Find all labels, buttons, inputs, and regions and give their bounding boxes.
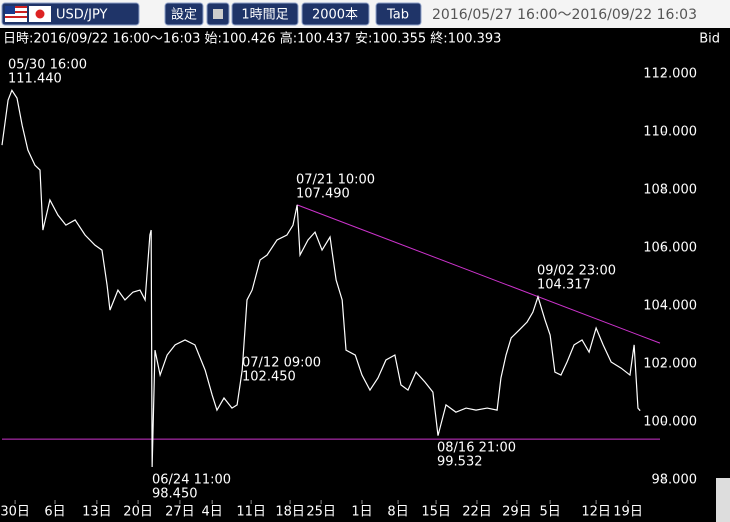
y-tick-label: 112.000 (643, 67, 697, 82)
x-tick-label: 4日 (202, 505, 223, 520)
y-tick-label: 98.000 (652, 472, 698, 487)
annotation-time: 05/30 16:00 (8, 58, 87, 73)
x-tick-label: 15日 (421, 505, 451, 520)
info-line: 日時:2016/09/22 16:00～16:03 始:100.426 高:10… (3, 31, 501, 47)
annotation-price: 99.532 (437, 455, 483, 470)
x-tick-label: 11日 (236, 505, 266, 520)
tab-button[interactable] (375, 2, 422, 26)
y-tick-label: 104.000 (643, 299, 697, 314)
y-tick-label: 102.000 (643, 357, 697, 372)
count-button[interactable] (301, 2, 370, 26)
annotation-price: 107.490 (296, 187, 350, 202)
y-tick-label: 100.000 (643, 415, 697, 430)
annotation-time: 07/21 10:00 (296, 173, 375, 188)
annotation-time: 06/24 11:00 (152, 473, 231, 488)
button-label: 1時間足 (241, 8, 288, 23)
jp-flag-sun (35, 9, 45, 19)
button-label: 2000本 (312, 8, 358, 23)
y-tick-label: 110.000 (643, 125, 697, 140)
price-side: Bid (699, 32, 720, 47)
x-tick-label: 29日 (502, 505, 532, 520)
icon (213, 9, 223, 19)
annotation-time: 08/16 21:00 (437, 441, 516, 456)
x-tick-label: 12日 (581, 505, 611, 520)
annotation-price: 104.317 (537, 278, 591, 293)
us-flag-stripe (5, 6, 27, 8)
x-tick-label: 1日 (351, 505, 372, 520)
settings-button[interactable] (164, 2, 204, 26)
trend-line (296, 204, 661, 344)
x-tick-label: 22日 (462, 505, 492, 520)
us-flag-stripe (5, 11, 27, 13)
x-tick-label: 27日 (165, 505, 195, 520)
chart-bg (0, 28, 730, 522)
x-tick-label: 8日 (387, 505, 408, 520)
interval-button[interactable] (231, 2, 299, 26)
annotation-price: 102.450 (242, 370, 296, 385)
x-tick-label: 5日 (539, 505, 560, 520)
symbol: USD/JPY (56, 8, 108, 23)
button-label: Tab (386, 8, 409, 23)
x-tick-label: 25日 (306, 505, 336, 520)
y-tick-label: 106.000 (643, 241, 697, 256)
x-tick-label: 6日 (44, 505, 65, 520)
price-line (1, 89, 641, 467)
x-tick-label: 13日 (82, 505, 112, 520)
annotation-time: 07/12 09:00 (242, 356, 321, 371)
annotation-price: 111.440 (8, 72, 62, 87)
buttons: 設定 1時間足 2000本 Tab (164, 2, 422, 26)
x-tick-label: 30日 (0, 505, 30, 520)
x-tick-label: 19日 (613, 505, 643, 520)
button-label: 設定 (171, 7, 197, 23)
x-tick-label: 20日 (123, 505, 153, 520)
us-flag-stripe (5, 16, 27, 18)
us-flag-canton (5, 6, 15, 14)
annotation-time: 09/02 23:00 (537, 264, 616, 279)
scrollbar[interactable] (716, 478, 730, 522)
x-tick-label: 18日 (275, 505, 305, 520)
annotation-price: 98.450 (152, 487, 198, 502)
symbol-box[interactable]: USD/JPY (1, 2, 140, 26)
date-range: 2016/05/27 16:00～2016/09/22 16:03 (432, 7, 697, 23)
y-tick-label: 108.000 (643, 183, 697, 198)
